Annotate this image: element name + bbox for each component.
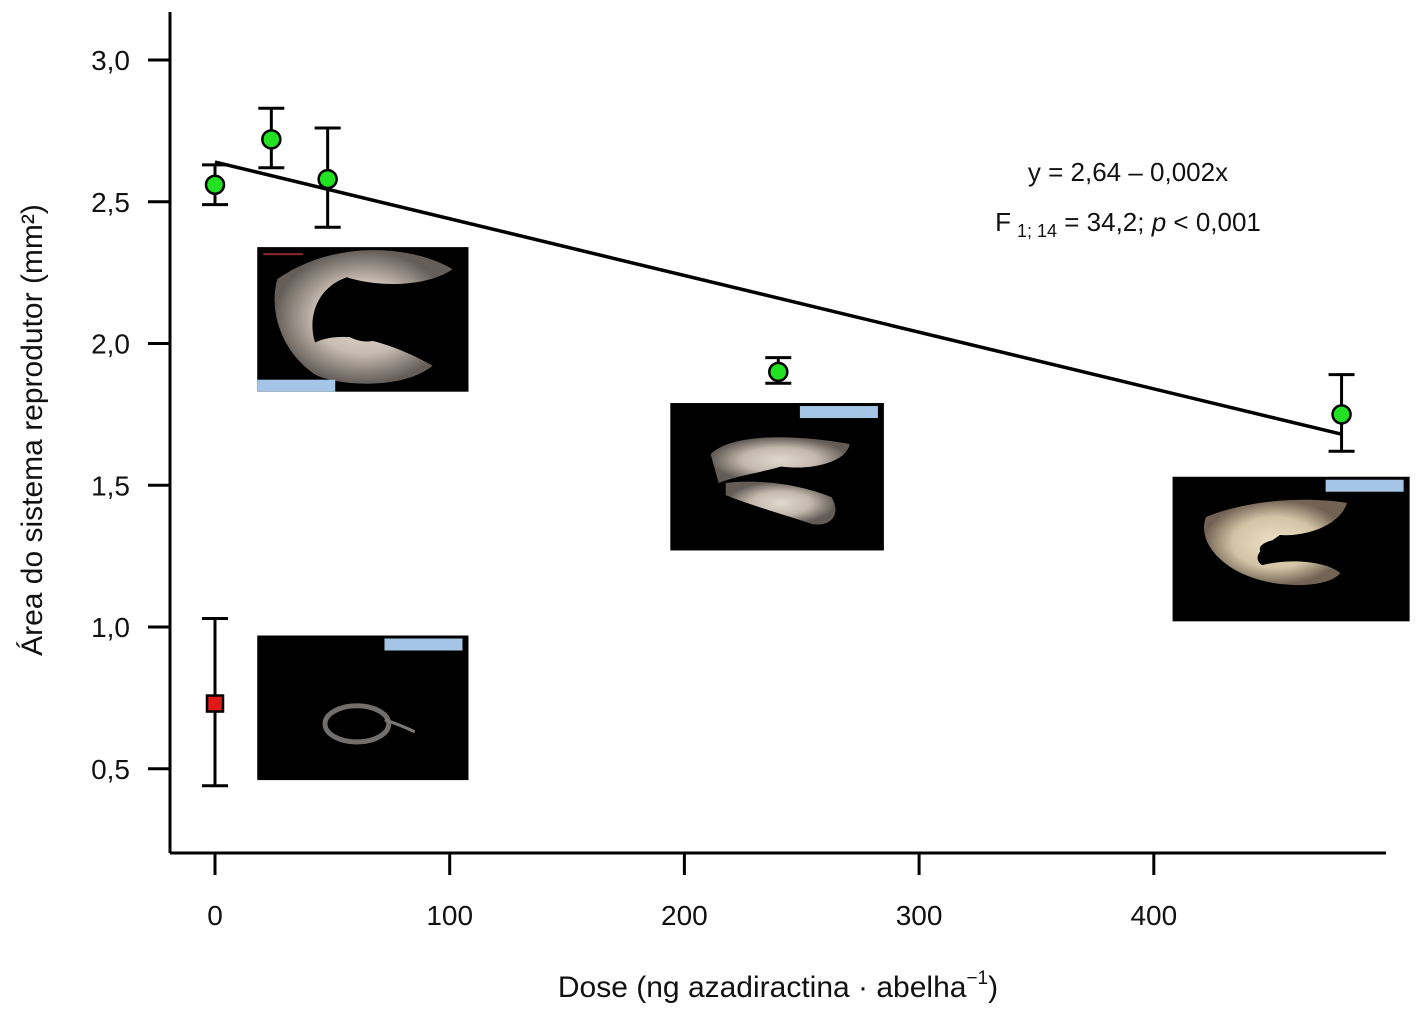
data-point-group bbox=[1328, 373, 1355, 453]
inset-photo-high bbox=[1172, 476, 1410, 622]
data-point bbox=[768, 361, 789, 383]
scale-bar bbox=[799, 406, 878, 419]
photo-content bbox=[1203, 499, 1348, 586]
photo-content bbox=[322, 703, 416, 745]
x-tick-label: 200 bbox=[661, 900, 708, 931]
x-tick-label: 400 bbox=[1130, 900, 1177, 931]
data-point-group bbox=[202, 163, 228, 207]
organ-shape bbox=[274, 250, 453, 384]
regression-line bbox=[214, 160, 1342, 436]
scale-bar bbox=[257, 379, 336, 392]
organ-gap bbox=[338, 297, 395, 342]
x-axis-title-superscript: −1 bbox=[966, 968, 988, 989]
organ-gap bbox=[1259, 538, 1309, 560]
y-tick-label: 1,5 bbox=[91, 470, 130, 501]
y-tick-label: 2,5 bbox=[91, 187, 130, 218]
regression-annotation: y = 2,64 – 0,002x F 1; 14 = 34,2; p < 0,0… bbox=[995, 157, 1261, 241]
data-points bbox=[202, 106, 1355, 788]
stat-value: = 34,2; bbox=[1057, 207, 1152, 237]
photo-content bbox=[263, 250, 453, 384]
y-axis-title: Área do sistema reprodutor (mm²) bbox=[16, 204, 49, 656]
photo-content bbox=[710, 437, 850, 525]
inset-photo-treated bbox=[257, 635, 469, 781]
inset-photos bbox=[257, 247, 1410, 781]
regression-layer bbox=[214, 160, 1342, 436]
x-tick-label: 100 bbox=[426, 900, 473, 931]
x-axis-title: Dose (ng azadiractina · abelha−1) bbox=[558, 968, 998, 1004]
data-point bbox=[317, 168, 338, 190]
organ-shape bbox=[322, 703, 392, 745]
regression-equation: y = 2,64 – 0,002x bbox=[1028, 157, 1228, 187]
organ-shape-lower bbox=[725, 481, 836, 525]
scale-mark bbox=[263, 253, 304, 256]
y-tick-label: 1,0 bbox=[91, 612, 130, 643]
organ-tail bbox=[384, 718, 416, 734]
y-tick-label: 3,0 bbox=[91, 45, 130, 76]
x-axis-title-close: ) bbox=[988, 971, 998, 1004]
data-point-group bbox=[202, 616, 228, 788]
stat-p: p bbox=[1151, 207, 1166, 237]
data-point bbox=[204, 174, 226, 195]
organ-shape bbox=[1203, 499, 1348, 586]
y-tick-label: 2,0 bbox=[91, 329, 130, 360]
data-point-group bbox=[765, 356, 792, 385]
stat-p-value: < 0,001 bbox=[1166, 207, 1261, 237]
data-point bbox=[205, 694, 225, 713]
inset-photo-middle bbox=[670, 403, 884, 551]
scale-bar bbox=[384, 638, 463, 651]
y-tick-label: 0,5 bbox=[91, 754, 130, 785]
x-tick-label: 0 bbox=[207, 900, 223, 931]
data-point-group bbox=[258, 106, 285, 170]
stat-prefix: F bbox=[995, 207, 1011, 237]
stat-subscript: 1; 14 bbox=[1017, 221, 1057, 241]
photo-background bbox=[670, 403, 884, 551]
organ-shape-upper bbox=[710, 437, 850, 483]
data-point-group bbox=[314, 126, 341, 229]
x-axis-title-text: Dose (ng azadiractina · abelha bbox=[558, 971, 967, 1004]
inset-photo-control bbox=[257, 247, 469, 392]
x-tick-label: 300 bbox=[896, 900, 943, 931]
data-point bbox=[261, 129, 282, 150]
axes: 0,5 1,0 1,5 2,0 2,5 3,0 0 100 200 300 400 bbox=[91, 12, 1386, 931]
scale-bar bbox=[1325, 479, 1404, 492]
regression-statistic: F 1; 14 = 34,2; p < 0,001 bbox=[995, 207, 1261, 241]
data-point bbox=[1331, 404, 1352, 425]
